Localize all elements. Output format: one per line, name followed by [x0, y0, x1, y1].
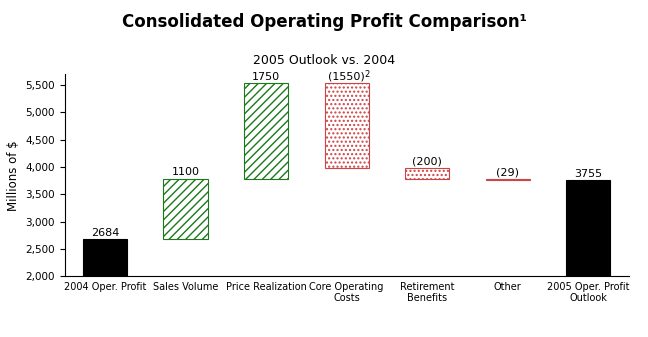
Text: 2684: 2684	[91, 227, 119, 238]
Bar	[244, 83, 288, 179]
Text: 3755: 3755	[574, 169, 603, 179]
Bar	[83, 239, 127, 276]
Text: 2005 Outlook vs. 2004: 2005 Outlook vs. 2004	[253, 54, 395, 67]
Text: 2: 2	[364, 70, 369, 79]
Text: 1100: 1100	[172, 167, 200, 178]
Text: (29): (29)	[496, 167, 519, 178]
Text: 1750: 1750	[252, 72, 280, 82]
Bar	[485, 179, 530, 180]
Text: Consolidated Operating Profit Comparison¹: Consolidated Operating Profit Comparison…	[122, 13, 526, 31]
Y-axis label: Millions of $: Millions of $	[7, 140, 20, 211]
Text: (200): (200)	[412, 157, 442, 166]
Bar	[325, 83, 369, 168]
Bar	[405, 168, 449, 179]
Bar	[566, 180, 610, 276]
Text: (1550): (1550)	[329, 72, 365, 82]
Bar	[163, 179, 208, 239]
